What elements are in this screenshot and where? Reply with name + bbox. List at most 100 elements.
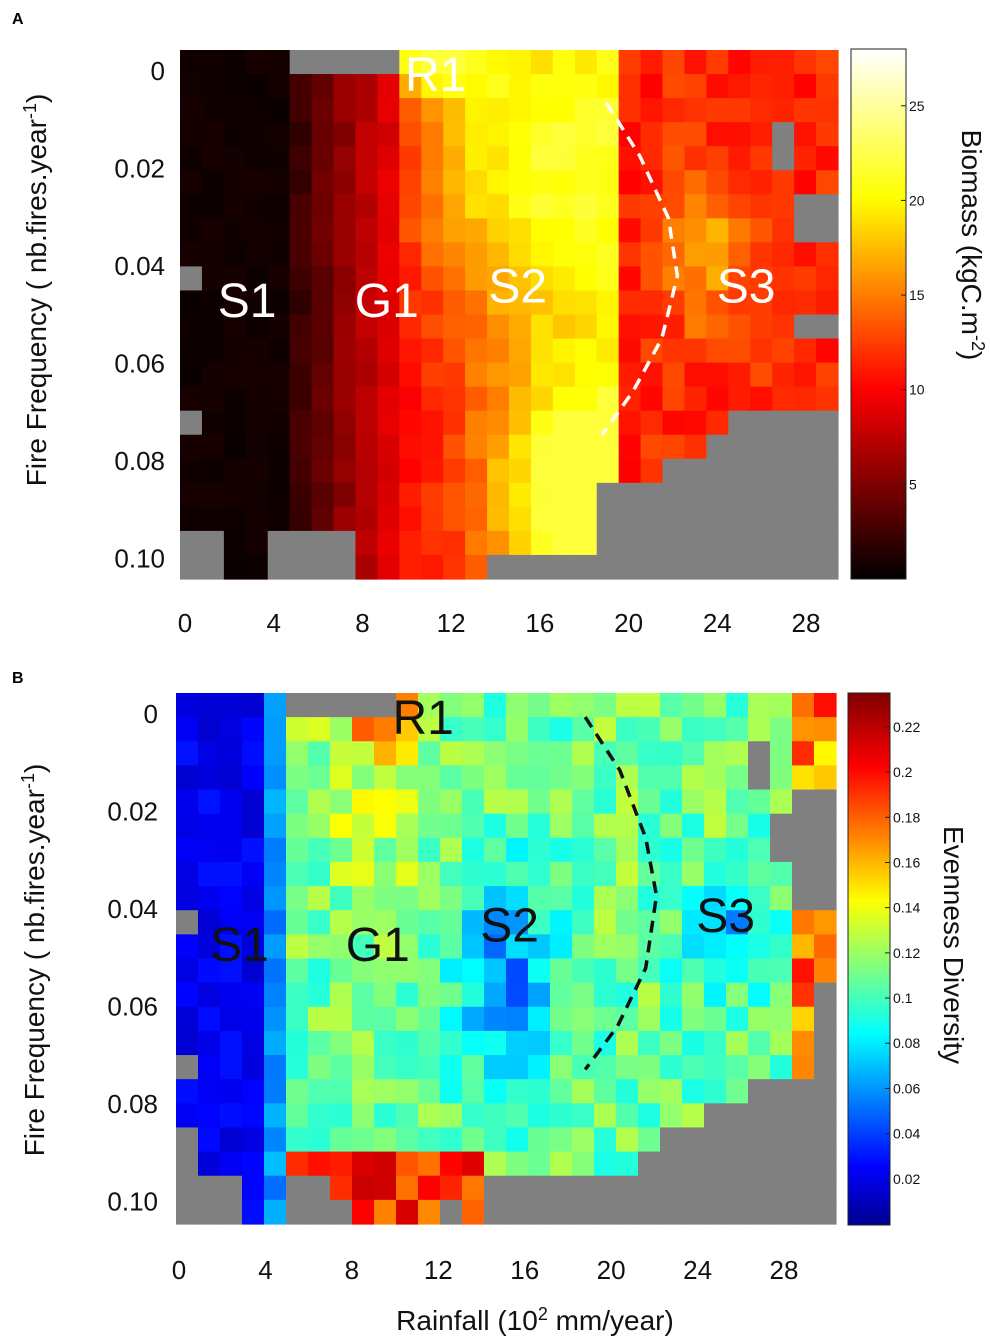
- heatmap-cell: [264, 1199, 287, 1225]
- heatmap-cell: [308, 886, 331, 911]
- heatmap-cell: [528, 813, 551, 839]
- heatmap-cell: [728, 482, 751, 508]
- heatmap-cell: [223, 410, 247, 436]
- heatmap-cell: [772, 458, 795, 484]
- colorbar-tick-label: 0.2: [893, 764, 913, 780]
- heatmap-cell: [660, 982, 683, 1008]
- heatmap-cell: [465, 74, 488, 99]
- x-tick-label: 4: [258, 1255, 272, 1285]
- heatmap-cell: [594, 886, 617, 911]
- region-label-s3: S3: [696, 890, 755, 943]
- heatmap-cell: [374, 1199, 397, 1225]
- heatmap-cell: [201, 338, 225, 364]
- heatmap-cell: [792, 837, 815, 863]
- heatmap-cell: [792, 886, 815, 911]
- heatmap-cell: [198, 1079, 221, 1104]
- heatmap-cell: [180, 170, 203, 195]
- heatmap-cell: [308, 1079, 331, 1104]
- heatmap-cell: [374, 886, 397, 911]
- heatmap-cell: [176, 886, 199, 911]
- heatmap-cell: [660, 1006, 683, 1032]
- heatmap-cell: [352, 958, 375, 984]
- heatmap-cell: [574, 314, 598, 340]
- heatmap-cell: [706, 410, 729, 436]
- heatmap-cell: [180, 506, 203, 532]
- heatmap-cell: [509, 506, 532, 532]
- heatmap-cell: [552, 434, 576, 460]
- heatmap-cell: [440, 1175, 463, 1201]
- heatmap-cell: [660, 958, 683, 984]
- heatmap-cell: [816, 458, 839, 484]
- heatmap-cell: [750, 194, 773, 219]
- heatmap-cell: [682, 1030, 705, 1056]
- heatmap-cell: [223, 506, 247, 532]
- heatmap-cell: [528, 934, 551, 960]
- x-tick-label: 12: [437, 608, 466, 638]
- heatmap-cell: [640, 458, 664, 484]
- heatmap-cell: [264, 1127, 287, 1153]
- heatmap-cell: [594, 861, 617, 887]
- heatmap-cell: [770, 813, 793, 839]
- heatmap-cell: [530, 362, 554, 388]
- heatmap-cell: [245, 266, 269, 292]
- heatmap-cell: [176, 1175, 199, 1201]
- heatmap-cell: [264, 886, 287, 911]
- heatmap-cell: [748, 1103, 771, 1129]
- heatmap-cell: [421, 506, 444, 532]
- heatmap-cell: [330, 1175, 353, 1201]
- heatmap-cell: [352, 1103, 375, 1129]
- heatmap-cell: [550, 837, 573, 863]
- heatmap-cell: [706, 242, 729, 268]
- heatmap-cell: [640, 434, 664, 460]
- heatmap-cell: [180, 338, 203, 364]
- heatmap-cell: [440, 1079, 463, 1104]
- y-tick-label: 0: [151, 56, 165, 86]
- heatmap-cell: [396, 1079, 419, 1104]
- heatmap-cell: [418, 1127, 441, 1153]
- heatmap-cell: [728, 242, 751, 268]
- heatmap-cell: [399, 386, 422, 412]
- heatmap-cell: [816, 170, 839, 195]
- heatmap-cell: [396, 910, 419, 935]
- heatmap-cell: [377, 338, 400, 364]
- heatmap-cell: [352, 1199, 375, 1225]
- heatmap-cell: [572, 1151, 595, 1177]
- heatmap-cell: [487, 482, 510, 508]
- heatmap-cell: [399, 50, 422, 75]
- heatmap-cell: [330, 1127, 353, 1153]
- y-tick-label: 0.10: [114, 544, 165, 574]
- heatmap-cell: [772, 218, 795, 243]
- heatmap-cell: [618, 506, 642, 532]
- heatmap-cell: [440, 693, 463, 718]
- heatmap-cell: [396, 1127, 419, 1153]
- heatmap-cell: [201, 266, 225, 292]
- heatmap-cell: [816, 482, 839, 508]
- heatmap-cell: [550, 1199, 573, 1225]
- heatmap-cell: [792, 1030, 815, 1056]
- heatmap-cell: [487, 74, 510, 99]
- heatmap-cell: [286, 982, 309, 1008]
- heatmap-cell: [308, 717, 331, 742]
- heatmap-cell: [684, 194, 707, 219]
- heatmap-cell: [574, 146, 598, 171]
- heatmap-cell: [377, 554, 400, 580]
- heatmap-cell: [594, 813, 617, 839]
- heatmap-cell: [572, 910, 595, 935]
- heatmap-cell: [484, 741, 507, 767]
- heatmap-cell: [352, 1151, 375, 1177]
- heatmap-cell: [750, 314, 773, 340]
- heatmap-cell: [355, 458, 378, 484]
- heatmap-cell: [440, 934, 463, 960]
- heatmap-cell: [198, 693, 221, 718]
- heatmap-cell: [267, 530, 291, 556]
- heatmap-cell: [618, 170, 642, 195]
- heatmap-cell: [662, 146, 686, 171]
- heatmap-cell: [596, 218, 620, 243]
- heatmap-cell: [245, 194, 269, 219]
- heatmap-cell: [594, 765, 617, 791]
- heatmap-cell: [816, 98, 839, 123]
- heatmap-cell: [220, 934, 243, 960]
- heatmap-cell: [509, 50, 532, 75]
- heatmap-cell: [220, 837, 243, 863]
- heatmap-cell: [286, 1151, 309, 1177]
